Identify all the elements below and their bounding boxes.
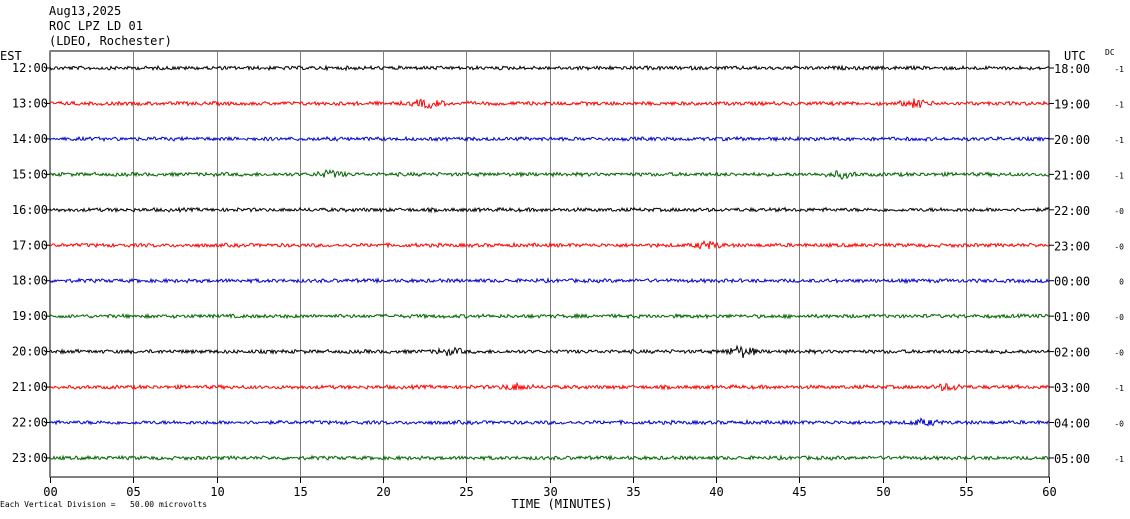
x-tick-label: 30 bbox=[543, 485, 557, 499]
utc-hour-label: 22:00 bbox=[1054, 204, 1090, 218]
vertical-division-note: Each Vertical Division = 50.00 microvolt… bbox=[0, 500, 208, 509]
plot-frame bbox=[49, 50, 1050, 478]
est-hour-label: 18:00 bbox=[12, 274, 48, 288]
header-network: (LDEO, Rochester) bbox=[49, 34, 172, 48]
dc-offset-label: 0 bbox=[1119, 278, 1124, 287]
seismic-trace-1400 bbox=[49, 135, 1050, 143]
x-tick-label: 35 bbox=[626, 485, 640, 499]
seismic-trace-1700 bbox=[49, 239, 1050, 250]
seismic-trace-1300 bbox=[49, 98, 1050, 109]
utc-hour-label: 04:00 bbox=[1054, 417, 1090, 431]
x-tick-label: 25 bbox=[459, 485, 473, 499]
seismic-trace-1200 bbox=[49, 64, 1050, 72]
seismic-trace-2200 bbox=[49, 417, 1050, 427]
utc-axis-title: UTC bbox=[1064, 49, 1086, 63]
est-hour-label: 17:00 bbox=[12, 238, 48, 252]
est-hour-label: 21:00 bbox=[12, 380, 48, 394]
dc-offset-label: -1 bbox=[1114, 455, 1124, 464]
x-tick-label: 45 bbox=[792, 485, 806, 499]
seismic-trace-2100 bbox=[49, 381, 1050, 392]
utc-hour-label: 00:00 bbox=[1054, 275, 1090, 289]
seismic-trace-2300 bbox=[49, 454, 1050, 462]
x-tick-label: 55 bbox=[959, 485, 973, 499]
utc-hour-label: 02:00 bbox=[1054, 346, 1090, 360]
x-tick-label: 15 bbox=[293, 485, 307, 499]
est-hour-label: 12:00 bbox=[12, 61, 48, 75]
utc-hour-label: 05:00 bbox=[1054, 452, 1090, 466]
utc-hour-label: 21:00 bbox=[1054, 168, 1090, 182]
seismic-trace-2000 bbox=[49, 344, 1050, 359]
dc-offset-label: -0 bbox=[1114, 207, 1124, 216]
dc-offset-label: -0 bbox=[1114, 420, 1124, 429]
seismic-trace-1800 bbox=[49, 276, 1050, 285]
grid-layer bbox=[45, 50, 1054, 483]
header-station: ROC LPZ LD 01 bbox=[49, 19, 143, 33]
dc-offset-label: -0 bbox=[1114, 242, 1124, 251]
x-tick-label: 50 bbox=[876, 485, 890, 499]
est-axis-title: EST bbox=[0, 49, 22, 63]
x-tick-label: 40 bbox=[709, 485, 723, 499]
est-hour-label: 20:00 bbox=[12, 345, 48, 359]
seismic-trace-1500 bbox=[49, 169, 1050, 180]
dc-offset-label: -0 bbox=[1114, 313, 1124, 322]
dc-offset-label: -1 bbox=[1114, 65, 1124, 74]
est-hour-label: 19:00 bbox=[12, 309, 48, 323]
seismic-trace-1900 bbox=[49, 312, 1050, 320]
est-hour-label: 16:00 bbox=[12, 203, 48, 217]
utc-hour-label: 20:00 bbox=[1054, 133, 1090, 147]
est-hour-label: 22:00 bbox=[12, 416, 48, 430]
est-hour-label: 14:00 bbox=[12, 132, 48, 146]
label-layer: 00 05 10 15 20 25 30 35 40 45 50 55 60 TIME (MINUTES)… bbox=[12, 61, 1124, 511]
x-tick-label: 05 bbox=[126, 485, 140, 499]
dc-offset-label: -1 bbox=[1114, 384, 1124, 393]
utc-hour-label: 01:00 bbox=[1054, 310, 1090, 324]
dc-offset-label: -1 bbox=[1114, 171, 1124, 180]
header-date: Aug13,2025 bbox=[49, 4, 122, 18]
est-hour-label: 13:00 bbox=[12, 96, 48, 110]
dc-offset-label: -1 bbox=[1114, 100, 1124, 109]
est-hour-label: 15:00 bbox=[12, 167, 48, 181]
est-hour-label: 23:00 bbox=[12, 451, 48, 465]
seismic-trace-1600 bbox=[49, 206, 1050, 214]
utc-hour-label: 03:00 bbox=[1054, 381, 1090, 395]
utc-hour-label: 19:00 bbox=[1054, 97, 1090, 111]
x-axis-title: TIME (MINUTES) bbox=[511, 497, 612, 511]
trace-layer bbox=[49, 64, 1050, 462]
dc-offset-label: -1 bbox=[1114, 136, 1124, 145]
dc-column-title: DC bbox=[1105, 48, 1115, 57]
utc-hour-label: 18:00 bbox=[1054, 62, 1090, 76]
x-tick-label: 00 bbox=[43, 485, 57, 499]
dc-offset-label: -0 bbox=[1114, 349, 1124, 358]
x-tick-label: 10 bbox=[210, 485, 224, 499]
x-tick-label: 20 bbox=[376, 485, 390, 499]
utc-hour-label: 23:00 bbox=[1054, 239, 1090, 253]
x-tick-label: 60 bbox=[1042, 485, 1056, 499]
